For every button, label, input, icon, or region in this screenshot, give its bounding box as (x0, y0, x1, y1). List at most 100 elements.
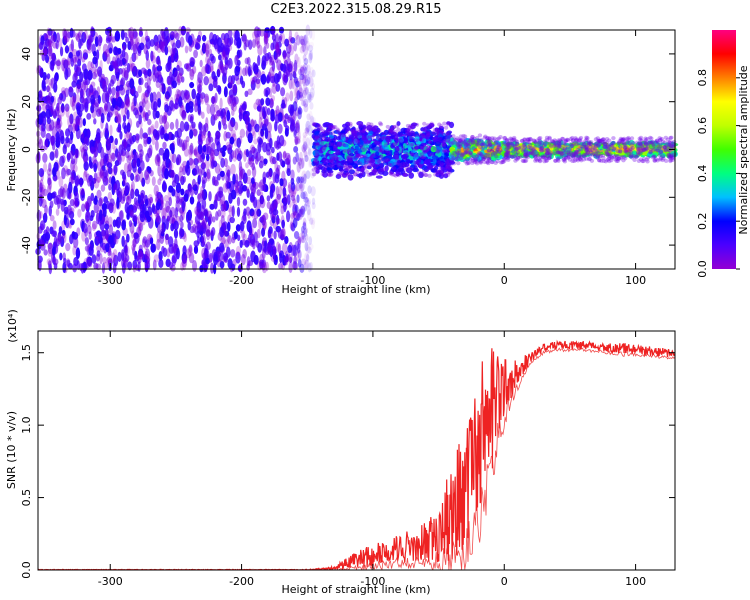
heatmap-cell (176, 75, 180, 83)
heatmap-cell (140, 67, 147, 74)
heatmap-cell (302, 226, 309, 235)
heatmap-cell (119, 131, 123, 140)
heatmap-cell (53, 82, 58, 93)
heatmap-cell (132, 246, 136, 256)
heatmap-cell (64, 45, 70, 54)
heatmap-cell (193, 245, 199, 255)
heatmap-cell (125, 89, 130, 97)
heatmap-cell (467, 150, 473, 155)
heatmap-cell (252, 218, 258, 229)
heatmap-cell (284, 127, 289, 137)
heatmap-cell (217, 85, 222, 95)
heatmap-cell (237, 147, 242, 154)
heatmap-cell (437, 169, 442, 174)
heatmap-cell (441, 142, 446, 147)
heatmap-cell (303, 57, 309, 65)
heatmap-cell (43, 162, 48, 173)
heatmap-cell (124, 182, 131, 194)
heatmap-cell (305, 137, 310, 149)
heatmap-cell (270, 95, 276, 102)
heatmap-cell (298, 182, 303, 189)
heatmap-cell (348, 123, 353, 128)
heatmap-cell (64, 103, 70, 112)
heatmap-cell (145, 152, 150, 163)
heatmap-cell (60, 87, 66, 95)
heatmap-cell (167, 45, 171, 53)
heatmap-cell (91, 66, 97, 74)
heatmap-cell (116, 196, 120, 209)
heatmap-cell (238, 49, 243, 58)
heatmap-cell (168, 262, 174, 269)
heatmap-cell (200, 98, 204, 105)
heatmap-cell (151, 176, 156, 186)
heatmap-cell (193, 129, 197, 138)
heatmap-cell (93, 90, 99, 99)
heatmap-cell (470, 158, 475, 163)
heatmap-cell (311, 172, 317, 177)
heatmap-cell (79, 145, 85, 153)
heatmap-cell (242, 248, 247, 259)
heatmap-cell (141, 92, 146, 105)
heatmap-cell (359, 171, 365, 176)
heatmap-cell (168, 215, 173, 225)
heatmap-cell (304, 197, 309, 207)
heatmap-cell (262, 171, 267, 182)
heatmap-cell (463, 159, 468, 164)
heatmap-cell (276, 135, 281, 146)
heatmap-cell (446, 121, 451, 126)
heatmap-cell (290, 120, 296, 131)
heatmap-cell (456, 161, 461, 166)
heatmap-cell (207, 210, 212, 220)
heatmap-cell (206, 223, 211, 233)
heatmap-cell (210, 96, 216, 104)
heatmap-cell (355, 153, 360, 158)
heatmap-cell (196, 92, 201, 101)
heatmap-cell (495, 137, 500, 142)
heatmap-cell (189, 68, 195, 77)
heatmap-cell (181, 76, 185, 83)
heatmap-cell (193, 49, 198, 59)
heatmap-cell (205, 153, 210, 162)
heatmap-cell (303, 66, 308, 75)
heatmap-cell (285, 69, 290, 78)
heatmap-cell (403, 172, 408, 177)
heatmap-cell (242, 198, 248, 206)
heatmap-cell (435, 140, 441, 145)
heatmap-cell (256, 208, 262, 217)
heatmap-cell (230, 129, 236, 138)
heatmap-cell (72, 245, 77, 256)
heatmap-cell (113, 164, 118, 176)
heatmap-cell (72, 164, 78, 173)
heatmap-cell (188, 184, 193, 193)
heatmap-cell (63, 59, 69, 70)
heatmap-cell (206, 168, 211, 180)
heatmap-cell (235, 245, 241, 256)
heatmap-cell (189, 158, 196, 170)
heatmap-cell (126, 233, 130, 243)
heatmap-cell (45, 226, 50, 234)
heatmap-cell (104, 228, 109, 240)
heatmap-cell (202, 252, 208, 260)
heatmap-cell (444, 160, 450, 165)
heatmap-cell (451, 156, 456, 161)
heatmap-cell (307, 146, 312, 155)
heatmap-cell (253, 181, 259, 190)
heatmap-cell (255, 98, 261, 106)
heatmap-cell (365, 135, 370, 140)
heatmap-cell (260, 73, 267, 85)
heatmap-cell (332, 144, 338, 149)
heatmap-cell (81, 56, 86, 63)
heatmap-cell (283, 200, 287, 213)
heatmap-cell (79, 187, 85, 196)
heatmap-cell (85, 256, 91, 269)
heatmap-cell (70, 39, 74, 52)
heatmap-cell (96, 66, 103, 77)
heatmap-cell (212, 78, 218, 89)
heatmap-cell (329, 172, 334, 177)
heatmap-cell (39, 70, 44, 77)
heatmap-cell (214, 92, 218, 104)
heatmap-cell (102, 80, 107, 93)
heatmap-cell (300, 176, 305, 184)
heatmap-cell (121, 235, 125, 248)
